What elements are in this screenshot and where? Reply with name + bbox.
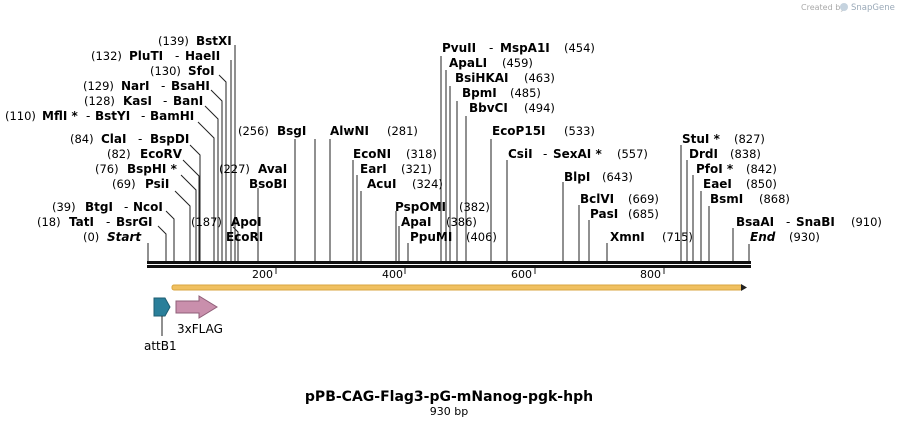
site-label: BsiHKAI (463) bbox=[455, 71, 555, 85]
attb1-arrow[interactable] bbox=[153, 297, 171, 317]
site-label: (110) MflI * - BstYI - BamHI bbox=[5, 109, 194, 123]
leader-clai bbox=[189, 144, 201, 262]
leader-apoi bbox=[232, 226, 239, 262]
site-label: (132) PluTI - HaeII bbox=[91, 49, 220, 63]
leader-ecorv bbox=[182, 159, 200, 262]
site-label: (69) PsiI bbox=[112, 177, 169, 191]
site-label: (227) AvaI bbox=[219, 162, 287, 176]
sequence-backbone: 200 400 600 800 bbox=[147, 261, 751, 281]
plasmid-length: 930 bp bbox=[430, 405, 468, 418]
leader-nari bbox=[210, 89, 223, 262]
site-label: BsoBI bbox=[249, 177, 287, 191]
site-label: (139) BstXI bbox=[158, 34, 232, 48]
ruler-tick-label: 800 bbox=[640, 268, 661, 281]
site-label: BbvCI (494) bbox=[469, 101, 555, 115]
site-label: PfoI * (842) bbox=[696, 162, 777, 176]
ruler-tick-label: 400 bbox=[382, 268, 403, 281]
site-label: PpuMI (406) bbox=[410, 230, 497, 244]
site-label: (0) Start bbox=[83, 230, 142, 244]
site-label: (130) SfoI bbox=[150, 64, 215, 78]
watermark-brand: SnapGene bbox=[851, 3, 895, 13]
site-label: (82) EcoRV bbox=[107, 147, 183, 161]
site-label: EcoP15I (533) bbox=[492, 124, 595, 138]
site-label: PasI (685) bbox=[590, 207, 659, 221]
site-label: XmnI (715) bbox=[610, 230, 693, 244]
backbone-top-strand bbox=[147, 261, 751, 264]
site-label: StuI * (827) bbox=[682, 132, 765, 146]
site-label: (256) BsgI bbox=[238, 124, 306, 138]
site-label: ApaI (386) bbox=[401, 215, 477, 229]
site-label: DrdI (838) bbox=[689, 147, 761, 161]
leader-psii bbox=[174, 190, 191, 262]
feature-attb1[interactable]: attB1 bbox=[144, 297, 177, 353]
site-label: AcuI (324) bbox=[367, 177, 443, 191]
site-label: EarI (321) bbox=[360, 162, 432, 176]
leader-mfli bbox=[197, 121, 215, 262]
site-label: PvuII - MspA1I (454) bbox=[442, 41, 595, 55]
site-labels: (0) Start (18) TatI - BsrGI (39) BtgI - … bbox=[5, 34, 882, 244]
leader-kasi bbox=[204, 105, 219, 262]
leader-btgi bbox=[165, 210, 175, 262]
leader-bsphi bbox=[180, 174, 197, 262]
feature-full-length[interactable] bbox=[171, 284, 747, 291]
site-label: BlpI (643) bbox=[564, 170, 633, 184]
site-label: EaeI (850) bbox=[703, 177, 777, 191]
ruler-tick-label: 200 bbox=[252, 268, 273, 281]
site-label: AlwNI (281) bbox=[330, 124, 418, 138]
site-label: BsaAI - SnaBI (910) bbox=[736, 215, 882, 229]
site-label: CsiI - SexAI * (557) bbox=[508, 147, 648, 161]
site-label: (18) TatI - BsrGI bbox=[37, 215, 153, 229]
watermark-prefix: Created by bbox=[801, 3, 845, 12]
snapgene-watermark: Created by SnapGene bbox=[801, 3, 895, 13]
feature-bar[interactable] bbox=[171, 284, 743, 291]
attb1-label: attB1 bbox=[144, 339, 177, 353]
site-label: (129) NarI - BsaHI bbox=[83, 79, 210, 93]
leader-tati bbox=[157, 225, 167, 262]
site-label: PspOMI (382) bbox=[395, 200, 490, 214]
site-label: (187) ApoI bbox=[191, 215, 262, 229]
site-label: (39) BtgI - NcoI bbox=[52, 200, 163, 214]
3xflag-label: 3xFLAG bbox=[177, 322, 223, 336]
3xflag-arrow[interactable] bbox=[175, 295, 218, 319]
backbone-bottom-strand bbox=[147, 265, 751, 268]
feature-3xflag[interactable]: 3xFLAG bbox=[175, 295, 223, 336]
feature-arrowhead bbox=[741, 284, 747, 291]
site-label: EcoNI (318) bbox=[353, 147, 437, 161]
site-label: ApaLI (459) bbox=[449, 56, 533, 70]
site-label: BsmI (868) bbox=[710, 192, 790, 206]
site-label: (128) KasI - BanI bbox=[84, 94, 203, 108]
site-label: (76) BspHI * bbox=[95, 162, 178, 176]
site-label: BclVI (669) bbox=[580, 192, 659, 206]
leader-sfoi bbox=[218, 74, 227, 262]
site-label: (84) ClaI - BspDI bbox=[70, 132, 189, 146]
site-label: End (930) bbox=[750, 230, 820, 244]
plasmid-name: pPB-CAG-Flag3-pG-mNanog-pgk-hph bbox=[305, 389, 593, 405]
ruler-tick-label: 600 bbox=[511, 268, 532, 281]
features: attB1 3xFLAG bbox=[144, 284, 747, 353]
snapgene-logo-icon bbox=[840, 3, 848, 11]
site-label: BpmI (485) bbox=[462, 86, 541, 100]
site-label: EcoRI bbox=[226, 230, 263, 244]
site-leader-lines bbox=[147, 45, 750, 262]
